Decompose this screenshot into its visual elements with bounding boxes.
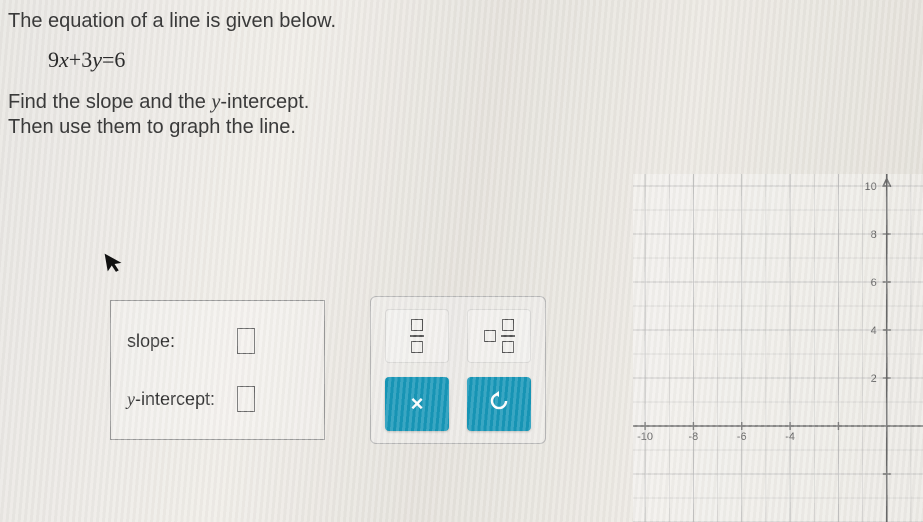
- slope-row: slope:: [127, 321, 308, 361]
- svg-text:2: 2: [871, 373, 877, 385]
- yint-post: -intercept:: [135, 389, 215, 409]
- slope-input[interactable]: [237, 328, 255, 354]
- instruction-1: Find the slope and the y-intercept.: [8, 91, 923, 114]
- graph-area[interactable]: 10 8 6 4 2 -10 -8 -6 -4: [633, 174, 923, 522]
- svg-text:8: 8: [871, 229, 877, 241]
- coef-2: 3: [81, 47, 92, 72]
- coef-1: 9: [48, 47, 59, 72]
- equals: =: [102, 47, 114, 72]
- clear-icon: ×: [411, 391, 424, 417]
- slope-label: slope:: [127, 331, 237, 352]
- svg-text:-4: -4: [785, 431, 795, 443]
- svg-text:-6: -6: [737, 431, 747, 443]
- fraction-button[interactable]: [385, 309, 449, 363]
- svg-text:-8: -8: [689, 431, 699, 443]
- plus: +: [69, 47, 81, 72]
- instr1-post: -intercept.: [220, 91, 309, 113]
- answer-panel: slope: y-intercept:: [110, 300, 325, 440]
- svg-text:10: 10: [865, 181, 877, 193]
- yint-y: y: [127, 389, 135, 409]
- svg-text:6: 6: [871, 277, 877, 289]
- clear-button[interactable]: ×: [385, 377, 449, 431]
- yintercept-input[interactable]: [237, 386, 255, 412]
- instr1-pre: Find the slope and the: [8, 91, 211, 113]
- equation: 9x+3y=6: [48, 47, 923, 73]
- mixed-number-button[interactable]: [467, 309, 531, 363]
- svg-text:4: 4: [871, 325, 877, 337]
- reset-button[interactable]: [467, 377, 531, 431]
- var-x: x: [59, 47, 69, 72]
- var-y: y: [92, 47, 102, 72]
- mouse-cursor-icon: [102, 249, 127, 285]
- tool-panel: ×: [370, 296, 546, 444]
- fraction-icon: [410, 319, 424, 353]
- question-intro: The equation of a line is given below.: [8, 10, 923, 33]
- yintercept-row: y-intercept:: [127, 379, 308, 419]
- reset-icon: [489, 391, 509, 417]
- mixed-number-icon: [484, 319, 515, 353]
- const: 6: [114, 47, 125, 72]
- svg-text:-10: -10: [637, 431, 653, 443]
- instruction-2: Then use them to graph the line.: [8, 116, 923, 139]
- yintercept-label: y-intercept:: [127, 389, 237, 410]
